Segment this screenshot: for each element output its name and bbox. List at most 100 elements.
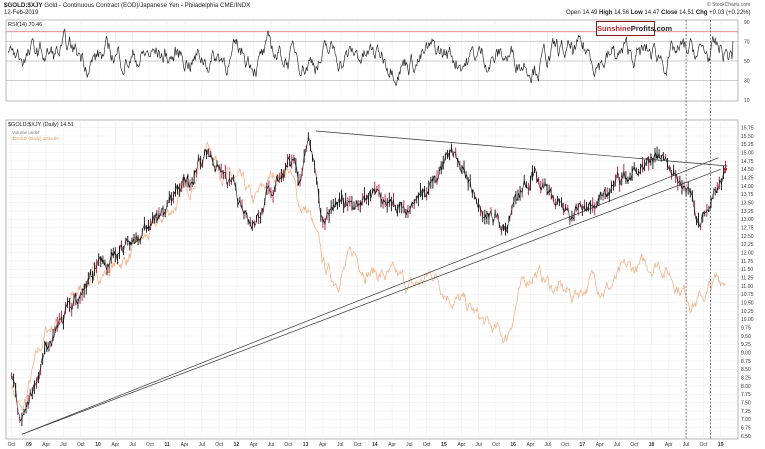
y-tick-label: 11.50 [741,267,753,273]
open-label: Open [566,10,581,16]
y-tick-label: 14.50 [741,167,754,173]
y-tick-label: 10.00 [741,317,754,323]
y-tick-label: 11.75 [741,259,753,265]
y-tick-label: 14.25 [741,175,754,181]
y-tick-label: 15.50 [741,134,754,140]
x-tick-label: Oct [284,442,292,448]
y-tick-label: 12.25 [741,242,754,248]
y-tick-label: 12.50 [741,234,754,240]
y-tick-label: 9.75 [741,325,751,331]
y-tick-label: 13.50 [741,200,754,206]
y-tick-label: 9.50 [741,334,751,340]
price-axis-ticks: 15.75 15.50 15.25 15.00 14.75 14.50 14.25 14.00… [741,125,754,439]
trendlines [21,130,728,435]
x-tick-label: Apr [527,442,535,448]
open-value: 14.49 [582,10,598,16]
rsi-series [7,28,734,87]
symbol-label: $GOLD:$XJY [4,2,43,9]
x-tick-label: 09 [26,442,32,448]
price-legend-main: $GOLD:$XJY (Daily) 14.51 [8,122,74,128]
x-tick-label: Jul [545,442,551,448]
overlay-line [11,141,726,412]
y-tick-label: 10.50 [741,300,754,306]
x-tick-label: Apr [181,442,189,448]
y-tick-label: 10.25 [741,309,754,315]
x-tick-label: 10 [95,442,101,448]
rsi-axis-ticks: 90 70 50 30 10 [744,20,750,104]
x-tick-label: Apr [596,442,604,448]
date-label: 12-Feb-2019 [4,10,39,16]
x-tick-label: 17 [580,442,586,448]
x-tick-label: Jul [337,442,343,448]
y-tick-label: 14.75 [741,159,754,165]
rsi-panel-frame [5,19,739,102]
x-tick-label: Jul [475,442,481,448]
x-tick-label: Apr [388,442,396,448]
x-tick-label: Jul [60,442,66,448]
rsi-grid [6,20,738,101]
y-tick-label: 7.75 [741,392,751,398]
price-panel-frame [5,119,739,440]
sunshine-profits-logo[interactable]: SunshineProfits.com [596,21,672,36]
x-tick-label: Oct [492,442,500,448]
rsi-tick-label: 90 [744,20,750,26]
y-tick-label: 8.75 [741,359,751,365]
x-tick-label: Jul [683,442,689,448]
rsi-tick-label: 70 [744,39,750,45]
y-tick-label: 14.00 [741,184,754,190]
y-tick-label: 13.00 [741,217,754,223]
x-tick-label: 15 [441,442,447,448]
chart-title: $GOLD:$XJY Gold - Continuous Contract (E… [4,2,250,9]
x-tick-label: Oct [77,442,85,448]
price-line [11,135,726,422]
vertical-markers [685,20,711,439]
high-label: High [599,10,613,16]
y-tick-label: 9.25 [741,342,751,348]
x-tick-label: Jul [406,442,412,448]
logo-suffix: Profits.com [630,24,673,33]
y-tick-label: 8.00 [741,384,751,390]
y-tick-label: 13.75 [741,192,754,198]
y-tick-label: 7.00 [741,417,751,423]
x-tick-label: Apr [319,442,327,448]
x-tick-label: Oct [354,442,362,448]
x-tick-label: Oct [215,442,223,448]
price-grid [6,120,738,439]
x-tick-label: 19 [718,442,724,448]
price-series-gold-yen [11,132,728,426]
x-tick-label: Jul [199,442,205,448]
description-label: Gold - Continuous Contract (EOD)/Japanes… [44,2,219,9]
x-tick-label: Oct [630,442,638,448]
overlay-series-gold [11,141,726,412]
x-tick-label: Oct [561,442,569,448]
trendline [315,130,728,167]
x-tick-label: Oct [8,442,16,448]
y-tick-label: 12.00 [741,250,754,256]
price-legend-overlay: $GOLD (Daily) 1311.50 [12,136,59,141]
ohlc-readout: Open 14.49 High 14.56 Low 14.47 Close 14… [566,10,751,17]
y-tick-label: 13.25 [741,209,754,215]
trendline [21,169,721,435]
y-tick-label: 11.00 [741,284,753,290]
y-tick-label: 7.25 [741,409,751,415]
rsi-line [7,28,734,87]
x-tick-label: Apr [111,442,119,448]
x-tick-label: 16 [510,442,516,448]
y-tick-label: 12.75 [741,225,754,231]
rsi-tick-label: 30 [744,78,750,84]
y-tick-label: 9.00 [741,350,751,356]
time-axis-ticks: Oct 09 Apr Jul Oct 10 Apr Jul Oct 11 Apr Jul Oct 12 Ap… [8,442,724,448]
trendline [21,157,719,435]
y-tick-label: 15.25 [741,142,754,148]
x-tick-label: Jul [268,442,274,448]
rsi-legend: RSI(14) 70.46 [8,22,43,28]
exchange-label: CME/INDX [220,2,251,9]
x-tick-label: Apr [457,442,465,448]
low-label: Low [630,10,643,16]
x-tick-label: 18 [649,442,655,448]
x-tick-label: 11 [165,442,171,448]
high-value: 14.56 [614,10,630,16]
close-value: 14.51 [679,10,695,16]
y-tick-label: 15.75 [741,125,754,131]
